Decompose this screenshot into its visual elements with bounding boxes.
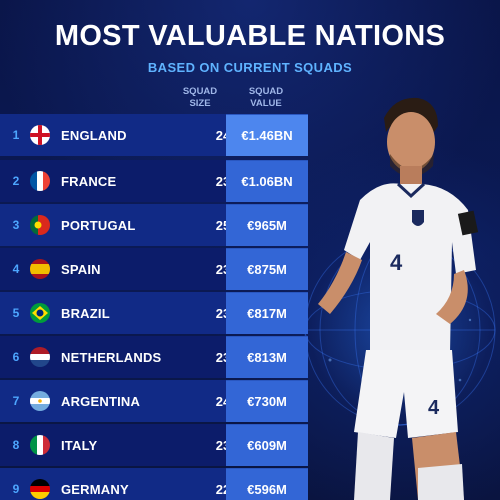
country-name: PORTUGAL (61, 217, 136, 233)
rank: 2 (12, 174, 20, 188)
table-row: 7 ARGENTINA 24 €730M (0, 380, 308, 422)
table-row: 5 BRAZIL 23 €817M (0, 292, 308, 334)
rank: 9 (12, 482, 20, 496)
england-flag-icon (30, 125, 50, 145)
country-name: GERMANY (61, 481, 129, 497)
rank: 3 (12, 218, 20, 232)
spain-flag-icon (30, 259, 50, 279)
country-name: ENGLAND (61, 127, 127, 143)
column-header-squad-value: SQUAD VALUE (248, 86, 284, 109)
table-row: 9 GERMANY 22 €596M (0, 468, 308, 500)
squad-value: €875M (226, 248, 308, 290)
table-row: 2 FRANCE 23 €1.06BN (0, 160, 308, 202)
country-name: BRAZIL (61, 305, 110, 321)
squad-value: €1.46BN (226, 114, 308, 156)
country-name: FRANCE (61, 173, 117, 189)
portugal-flag-icon (30, 215, 50, 235)
rank: 8 (12, 438, 20, 452)
rank: 1 (12, 128, 20, 142)
country-name: NETHERLANDS (61, 349, 162, 365)
player-photo: 4 4 (318, 97, 479, 500)
squad-value: €817M (226, 292, 308, 334)
squad-value: €1.06BN (226, 160, 308, 202)
brazil-flag-icon (30, 303, 50, 323)
page-title: MOST VALUABLE NATIONS (54, 20, 446, 52)
country-name: ARGENTINA (61, 393, 141, 409)
rank: 6 (12, 350, 20, 364)
rank: 5 (12, 306, 20, 320)
netherlands-flag-icon (30, 347, 50, 367)
italy-flag-icon (30, 435, 50, 455)
rank: 7 (12, 394, 20, 408)
table-row: 3 PORTUGAL 25 €965M (0, 204, 308, 246)
country-name: SPAIN (61, 261, 101, 277)
page-subtitle: BASED ON CURRENT SQUADS (147, 60, 353, 75)
france-flag-icon (30, 171, 50, 191)
country-name: ITALY (61, 437, 98, 453)
table-row: 6 NETHERLANDS 23 €813M (0, 336, 308, 378)
column-header-squad-size: SQUAD SIZE (182, 86, 218, 109)
germany-flag-icon (30, 479, 50, 499)
shorts-number: 4 (428, 397, 440, 419)
squad-value: €813M (226, 336, 308, 378)
squad-value: €609M (226, 424, 308, 466)
table-row: 8 ITALY 23 €609M (0, 424, 308, 466)
squad-value: €965M (226, 204, 308, 246)
table-row: 1 ENGLAND 24 €1.46BN (0, 114, 308, 156)
squad-value: €596M (226, 468, 308, 500)
shirt-number: 4 (390, 250, 403, 275)
rank: 4 (12, 262, 20, 276)
table-row: 4 SPAIN 23 €875M (0, 248, 308, 290)
argentina-flag-icon (30, 391, 50, 411)
squad-value: €730M (226, 380, 308, 422)
